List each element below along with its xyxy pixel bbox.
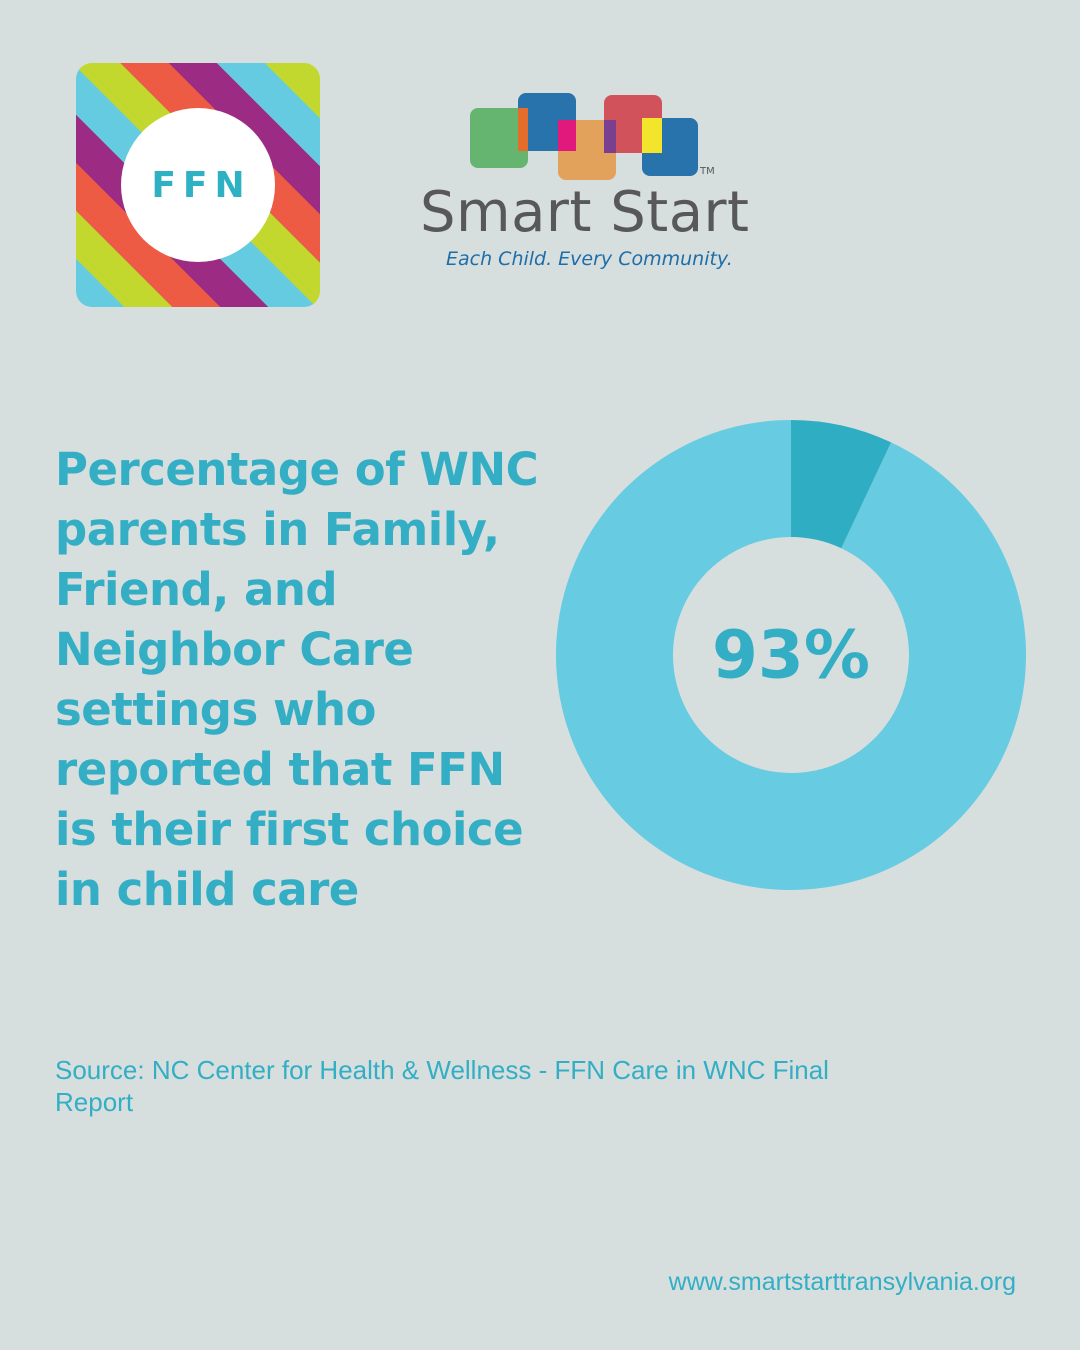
- smart-start-squares-icon: [470, 93, 698, 180]
- smart-start-logo: TM Smart Start Each Child. Every Communi…: [410, 88, 750, 278]
- website-link[interactable]: www.smartstarttransylvania.org: [668, 1268, 1016, 1296]
- smart-start-name: Smart Start: [420, 180, 750, 245]
- trademark-mark: TM: [700, 166, 715, 177]
- ffn-logo-text: FFN: [151, 164, 252, 206]
- donut-chart: 93%: [555, 419, 1027, 891]
- smart-start-tagline: Each Child. Every Community.: [446, 248, 733, 270]
- ffn-logo-circle: FFN: [121, 108, 275, 262]
- donut-center-label: 93%: [712, 617, 870, 694]
- ffn-logo: FFN: [76, 63, 320, 307]
- donut-slice-0: [555, 420, 1026, 890]
- donut-slice-1: [791, 420, 892, 549]
- headline: Percentage of WNC parents in Family, Fri…: [55, 443, 539, 916]
- donut-chart-svg: 93%: [555, 420, 1026, 890]
- source-citation: Source: NC Center for Health & Wellness …: [55, 1055, 829, 1117]
